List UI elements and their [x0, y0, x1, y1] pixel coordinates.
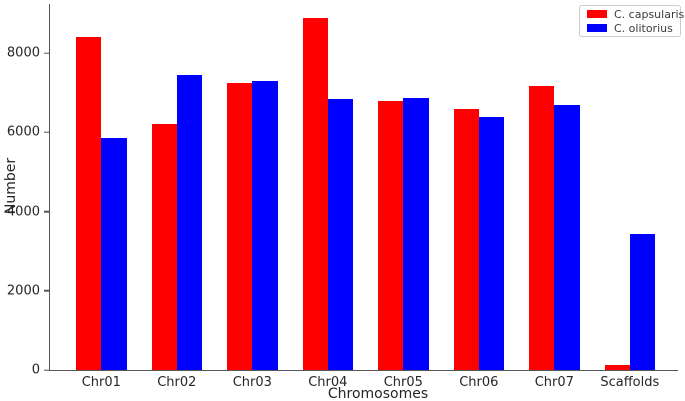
x-tick-label-chr07: Chr07	[534, 375, 574, 390]
bar-chr05-c-olitorius	[403, 98, 429, 370]
y-tick-label-2000: 2000	[6, 283, 40, 299]
bar-chr06-c-capsularis	[453, 108, 479, 370]
y-axis-label: Number	[3, 157, 19, 215]
x-tick-label-chr01: Chr01	[81, 375, 121, 390]
y-tick-label-4000: 4000	[6, 204, 40, 220]
legend-item-capsularis: C. capsularis	[587, 9, 684, 20]
x-tick-label-scaffolds: Scaffolds	[600, 375, 660, 390]
bar-chr03-c-olitorius	[252, 80, 278, 370]
legend-swatch-olitorius	[587, 24, 607, 32]
x-tick-label-chr04: Chr04	[308, 375, 348, 390]
y-tick-0	[44, 369, 50, 371]
legend-swatch-capsularis	[587, 10, 607, 18]
y-tick-label-0: 0	[31, 362, 40, 378]
legend-item-olitorius: C. olitorius	[587, 23, 680, 34]
x-tick-label-chr02: Chr02	[157, 375, 197, 390]
y-tick-label-8000: 8000	[6, 45, 40, 61]
y-tick-8000	[44, 52, 50, 54]
bar-chr01-c-capsularis	[76, 37, 102, 370]
x-tick-label-chr06: Chr06	[459, 375, 499, 390]
legend: C. capsularis C. olitorius	[579, 5, 684, 37]
legend-label-capsularis: C. capsularis	[614, 7, 685, 21]
y-tick-label-6000: 6000	[6, 124, 40, 140]
bar-chr07-c-capsularis	[529, 85, 555, 370]
x-tick-label-chr05: Chr05	[383, 375, 423, 390]
bar-scaffolds-c-olitorius	[629, 234, 656, 370]
plot-area: 0 2000 4000 6000 8000 Chr01 Chr02 Chr03 Chr04 Chr…	[7, 4, 678, 389]
bar-chr04-c-capsularis	[302, 18, 328, 370]
x-tick-label-chr03: Chr03	[232, 375, 272, 390]
bar-scaffolds-c-capsularis	[604, 364, 630, 370]
y-tick-2000	[44, 290, 50, 292]
bar-chr06-c-olitorius	[478, 117, 505, 370]
bar-chr02-c-capsularis	[151, 124, 177, 370]
bar-chr01-c-olitorius	[101, 137, 127, 370]
bar-chr02-c-olitorius	[176, 74, 203, 370]
bar-chr07-c-olitorius	[554, 104, 580, 370]
legend-label-olitorius: C. olitorius	[614, 21, 673, 35]
bar-chr05-c-capsularis	[378, 101, 404, 370]
bar-chr03-c-capsularis	[227, 82, 253, 370]
x-axis-label: Chromosomes	[327, 386, 429, 401]
bar-chr04-c-olitorius	[327, 99, 354, 370]
y-tick-4000	[44, 210, 50, 213]
y-tick-6000	[44, 131, 50, 134]
